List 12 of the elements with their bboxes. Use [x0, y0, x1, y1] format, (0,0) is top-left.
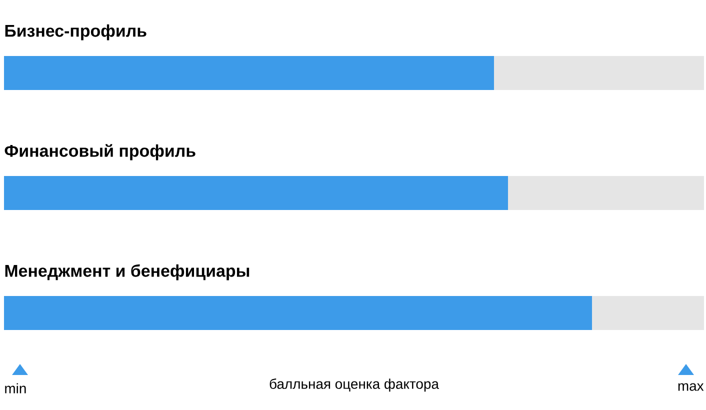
bar: [592, 296, 704, 330]
bar: [4, 176, 508, 210]
y-tick-label: Финансовый профиль: [4, 144, 196, 160]
bar: [494, 56, 704, 90]
bar: [4, 56, 494, 90]
y-tick-label: Бизнес-профиль: [5, 24, 146, 40]
text: min: [5, 383, 26, 394]
x-axis-title: балльная оценка фактора: [270, 378, 439, 392]
y-tick-label: Менеджмент и бенефициары: [5, 264, 250, 280]
bar: [508, 176, 704, 210]
text: max: [678, 383, 704, 391]
bar: [4, 296, 592, 330]
